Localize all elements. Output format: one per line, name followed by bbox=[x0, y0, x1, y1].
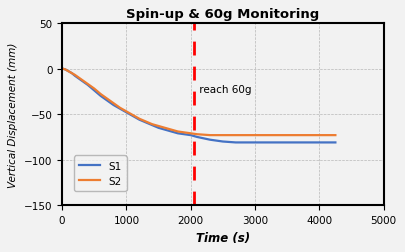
S1 bbox=[156, 127, 161, 130]
S2 bbox=[143, 120, 148, 123]
S1 bbox=[298, 141, 303, 144]
S1 bbox=[188, 134, 193, 137]
S2 bbox=[311, 134, 315, 137]
S2 bbox=[85, 83, 90, 86]
S1 bbox=[143, 121, 148, 124]
S1 bbox=[85, 84, 90, 87]
Legend: S1, S2: S1, S2 bbox=[74, 156, 127, 191]
S2 bbox=[63, 69, 68, 72]
S1 bbox=[92, 89, 97, 92]
S1 bbox=[137, 119, 142, 122]
S2 bbox=[323, 134, 328, 137]
S1 bbox=[69, 72, 74, 75]
S2 bbox=[104, 98, 109, 101]
S2 bbox=[124, 110, 129, 113]
S2 bbox=[298, 134, 303, 137]
S1 bbox=[98, 95, 103, 98]
S1 bbox=[169, 131, 174, 134]
S1 bbox=[60, 68, 64, 71]
S2 bbox=[98, 93, 103, 96]
S1 bbox=[323, 141, 328, 144]
Line: S1: S1 bbox=[62, 69, 335, 143]
Text: reach 60g: reach 60g bbox=[196, 84, 252, 94]
S2 bbox=[195, 133, 200, 136]
S1 bbox=[311, 141, 315, 144]
S2 bbox=[188, 132, 193, 135]
S2 bbox=[259, 134, 264, 137]
S1 bbox=[175, 132, 180, 135]
S2 bbox=[272, 134, 277, 137]
S2 bbox=[156, 125, 161, 128]
S1 bbox=[220, 140, 225, 143]
S2 bbox=[69, 72, 74, 75]
S2 bbox=[162, 127, 167, 130]
S1 bbox=[233, 141, 238, 144]
S1 bbox=[63, 69, 68, 72]
S2 bbox=[66, 71, 71, 74]
X-axis label: Time (s): Time (s) bbox=[196, 231, 250, 244]
S1 bbox=[285, 141, 290, 144]
S2 bbox=[92, 88, 97, 91]
S2 bbox=[220, 134, 225, 137]
S2 bbox=[79, 79, 84, 82]
S2 bbox=[169, 129, 174, 132]
S1 bbox=[182, 133, 187, 136]
S2 bbox=[150, 123, 155, 126]
S1 bbox=[104, 100, 109, 103]
S1 bbox=[66, 71, 71, 74]
S1 bbox=[72, 75, 77, 78]
S2 bbox=[72, 74, 77, 77]
S2 bbox=[182, 131, 187, 134]
Line: S2: S2 bbox=[62, 69, 335, 136]
S2 bbox=[130, 114, 135, 117]
S2 bbox=[333, 134, 338, 137]
S2 bbox=[117, 107, 122, 110]
S1 bbox=[333, 141, 338, 144]
S1 bbox=[124, 111, 129, 114]
S2 bbox=[175, 131, 180, 134]
S1 bbox=[117, 108, 122, 111]
S1 bbox=[272, 141, 277, 144]
S2 bbox=[137, 118, 142, 121]
S1 bbox=[162, 129, 167, 132]
S1 bbox=[130, 115, 135, 118]
S2 bbox=[208, 134, 213, 137]
S2 bbox=[285, 134, 290, 137]
S1 bbox=[150, 124, 155, 127]
S1 bbox=[259, 141, 264, 144]
Y-axis label: Vertical Displacement (mm): Vertical Displacement (mm) bbox=[9, 42, 18, 187]
Title: Spin-up & 60g Monitoring: Spin-up & 60g Monitoring bbox=[126, 8, 320, 21]
S2 bbox=[246, 134, 251, 137]
S1 bbox=[111, 104, 116, 107]
S1 bbox=[208, 139, 213, 142]
S1 bbox=[195, 136, 200, 139]
S1 bbox=[79, 80, 84, 83]
S2 bbox=[111, 102, 116, 105]
S1 bbox=[246, 141, 251, 144]
S2 bbox=[233, 134, 238, 137]
S2 bbox=[60, 68, 64, 71]
